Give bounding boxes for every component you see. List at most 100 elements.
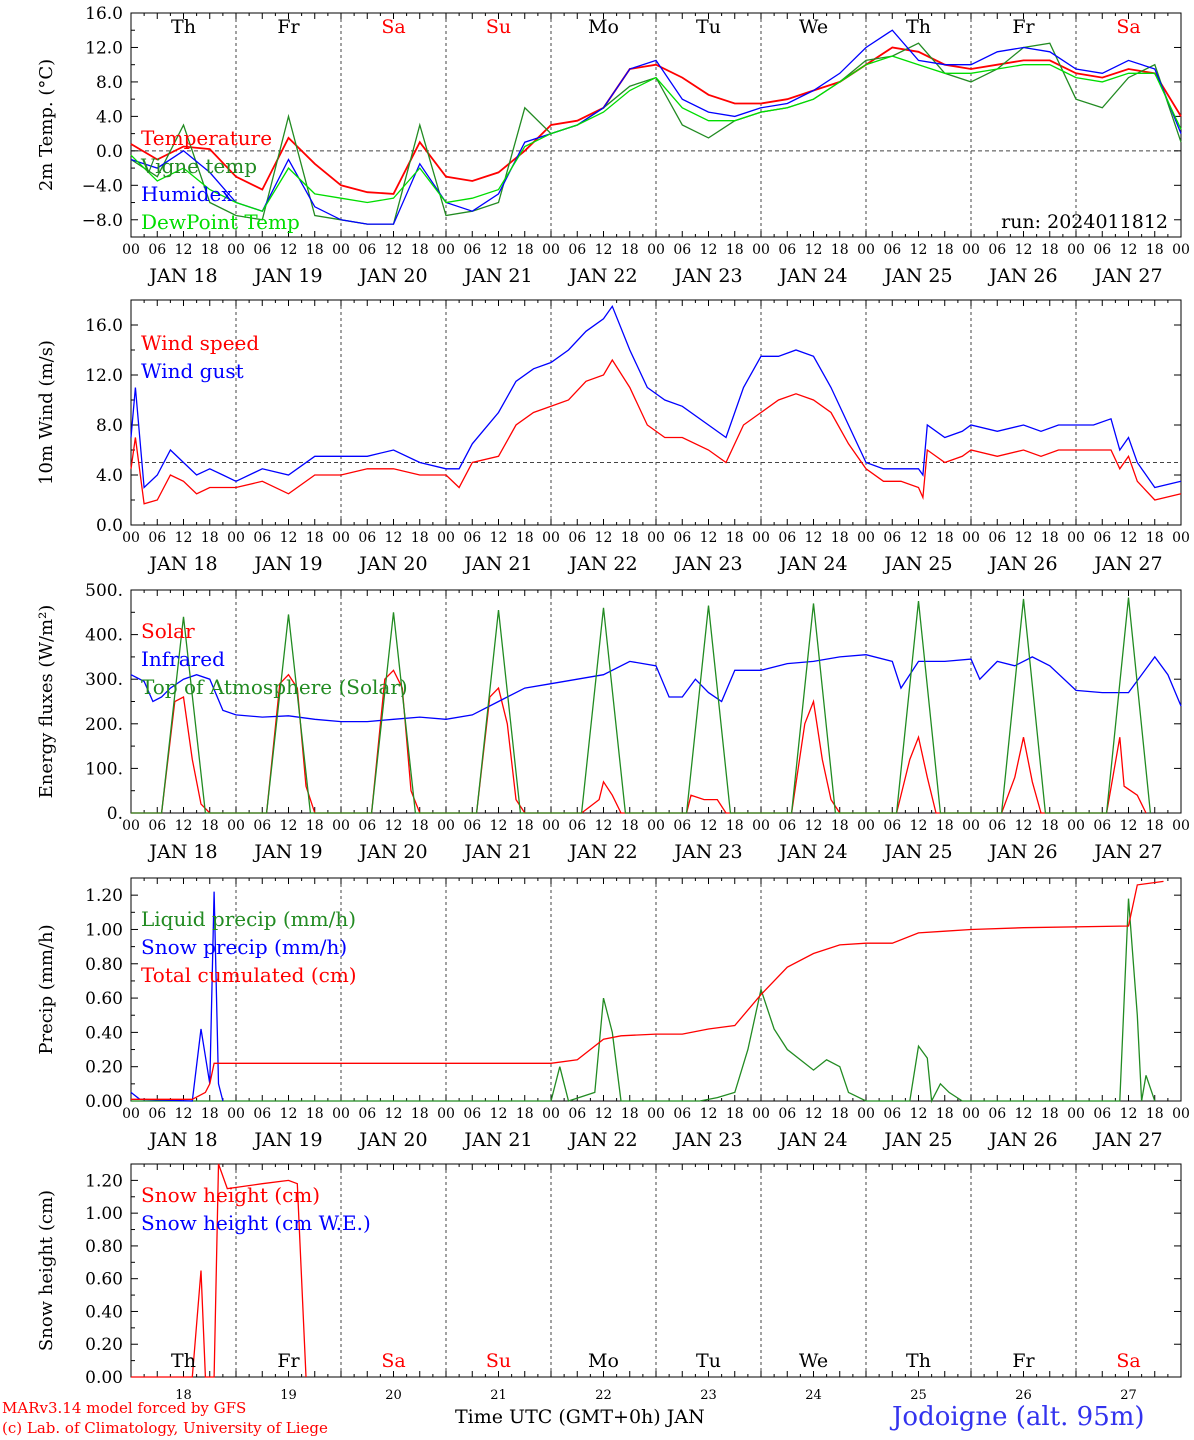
legend-entry: Top of Atmosphere (Solar) xyxy=(141,675,408,699)
hour-tick-label: 12 xyxy=(385,1106,403,1122)
hour-tick-label: 00 xyxy=(122,1106,140,1122)
date-label: JAN 26 xyxy=(987,265,1057,287)
hour-tick-label: 12 xyxy=(490,818,508,834)
hour-tick-label: 12 xyxy=(805,530,823,546)
hour-tick-label: 18 xyxy=(1041,242,1059,258)
hour-tick-label: 12 xyxy=(385,242,403,258)
hour-tick-label: 18 xyxy=(1146,530,1164,546)
hour-tick-label: 12 xyxy=(910,242,928,258)
hour-tick-label: 12 xyxy=(175,242,193,258)
hour-tick-label: 06 xyxy=(1093,1106,1111,1122)
date-label: JAN 23 xyxy=(672,841,742,863)
hour-tick-label: 12 xyxy=(280,530,298,546)
y-tick-label: 0.60 xyxy=(85,989,123,1009)
hour-tick-label: 00 xyxy=(332,1106,350,1122)
y-tick-label: 0.40 xyxy=(85,1302,123,1322)
hour-tick-label: 18 xyxy=(411,818,429,834)
day-name: Fr xyxy=(1012,1350,1035,1372)
series-line-total-cumulated-cm xyxy=(131,880,1164,1100)
y-tick-label: 0.20 xyxy=(85,1058,123,1078)
hour-tick-label: 00 xyxy=(542,530,560,546)
short-date-label: 21 xyxy=(490,1388,507,1403)
series-line-humidex xyxy=(130,29,1182,225)
series-line-liquid-precip-mm-h xyxy=(131,898,1156,1104)
hour-tick-label: 12 xyxy=(175,1106,193,1122)
hour-tick-label: 06 xyxy=(463,242,481,258)
series-line-dewpoint-temp xyxy=(130,55,1182,212)
hour-tick-label: 12 xyxy=(1120,530,1138,546)
hour-tick-label: 12 xyxy=(595,242,613,258)
hour-tick-label: 12 xyxy=(805,818,823,834)
date-label: JAN 27 xyxy=(1092,553,1162,575)
y-tick-label: 0.80 xyxy=(85,955,123,975)
date-label: JAN 27 xyxy=(1092,265,1162,287)
short-date-label: 23 xyxy=(700,1388,717,1403)
y-tick-label: 1.20 xyxy=(85,1171,123,1191)
date-label: JAN 26 xyxy=(987,553,1057,575)
hour-tick-label: 12 xyxy=(175,530,193,546)
hour-tick-label: 00 xyxy=(542,242,560,258)
hour-tick-label: 06 xyxy=(883,242,901,258)
y-tick-label: 4.0 xyxy=(96,466,123,486)
hour-tick-label: 06 xyxy=(148,530,166,546)
y-tick-label: 12.0 xyxy=(85,366,123,386)
day-name: Sa xyxy=(1116,16,1140,38)
date-label: JAN 18 xyxy=(147,841,217,863)
hour-tick-label: 12 xyxy=(700,530,718,546)
hour-tick-label: 18 xyxy=(411,530,429,546)
hour-tick-label: 06 xyxy=(463,530,481,546)
y-tick-label: 0.00 xyxy=(85,1368,123,1388)
plot-frame xyxy=(130,12,1182,238)
hour-tick-label: 18 xyxy=(411,242,429,258)
date-label: JAN 25 xyxy=(882,1129,952,1151)
hour-tick-label: 00 xyxy=(227,530,245,546)
day-name: Tu xyxy=(696,1350,721,1372)
hour-tick-label: 06 xyxy=(883,818,901,834)
hour-tick-label: 06 xyxy=(358,242,376,258)
day-name: Th xyxy=(171,16,196,38)
y-tick-label: 16.0 xyxy=(85,316,123,336)
hour-tick-label: 06 xyxy=(148,818,166,834)
hour-tick-label: 06 xyxy=(1093,818,1111,834)
date-label: JAN 19 xyxy=(252,1129,322,1151)
hour-tick-label: 00 xyxy=(857,242,875,258)
y-axis-title: Snow height (cm) xyxy=(36,1190,57,1351)
date-label: JAN 22 xyxy=(567,553,637,575)
hour-tick-label: 00 xyxy=(227,1106,245,1122)
hour-tick-label: 00 xyxy=(647,1106,665,1122)
day-name: Mo xyxy=(588,16,619,38)
hour-tick-label: 12 xyxy=(910,530,928,546)
legend-entry: Humidex xyxy=(141,182,233,206)
hour-tick-label: 06 xyxy=(988,530,1006,546)
hour-tick-label: 00 xyxy=(1067,530,1085,546)
day-name: Sa xyxy=(381,16,405,38)
hour-tick-label: 18 xyxy=(726,530,744,546)
date-label: JAN 19 xyxy=(252,553,322,575)
y-tick-label: 1.00 xyxy=(85,920,123,940)
date-label: JAN 24 xyxy=(777,553,847,575)
hour-tick-label: 12 xyxy=(805,1106,823,1122)
y-axis-title: 2m Temp. (°C) xyxy=(36,59,57,191)
y-axis-title: Precip (mm/h) xyxy=(36,924,57,1054)
hour-tick-label: 06 xyxy=(358,818,376,834)
y-tick-label: 4.0 xyxy=(96,107,123,127)
hour-tick-label: 06 xyxy=(988,1106,1006,1122)
date-label: JAN 19 xyxy=(252,265,322,287)
date-label: JAN 24 xyxy=(777,265,847,287)
panel-2: 16.0 12.0 8.0 4.0 0.0 10m Wind (m/s) Wind spee… xyxy=(36,299,1190,575)
hour-tick-label: 00 xyxy=(647,818,665,834)
hour-tick-label: 18 xyxy=(831,1106,849,1122)
hour-tick-label: 06 xyxy=(253,818,271,834)
hour-tick-label: 00 xyxy=(752,818,770,834)
hour-tick-label: 06 xyxy=(988,242,1006,258)
legend-entry: Snow height (cm W.E.) xyxy=(141,1211,371,1235)
hour-tick-label: 18 xyxy=(201,1106,219,1122)
hour-tick-label: 18 xyxy=(516,242,534,258)
y-axis-title: Energy fluxes (W/m²) xyxy=(36,605,57,799)
short-date-label: 18 xyxy=(175,1388,192,1403)
hour-tick-label: 00 xyxy=(752,242,770,258)
hour-tick-label: 00 xyxy=(437,530,455,546)
x-axis-title: Time UTC (GMT+0h) JAN xyxy=(455,1406,705,1428)
hour-tick-label: 00 xyxy=(332,242,350,258)
y-tick-label: 500. xyxy=(85,581,123,601)
